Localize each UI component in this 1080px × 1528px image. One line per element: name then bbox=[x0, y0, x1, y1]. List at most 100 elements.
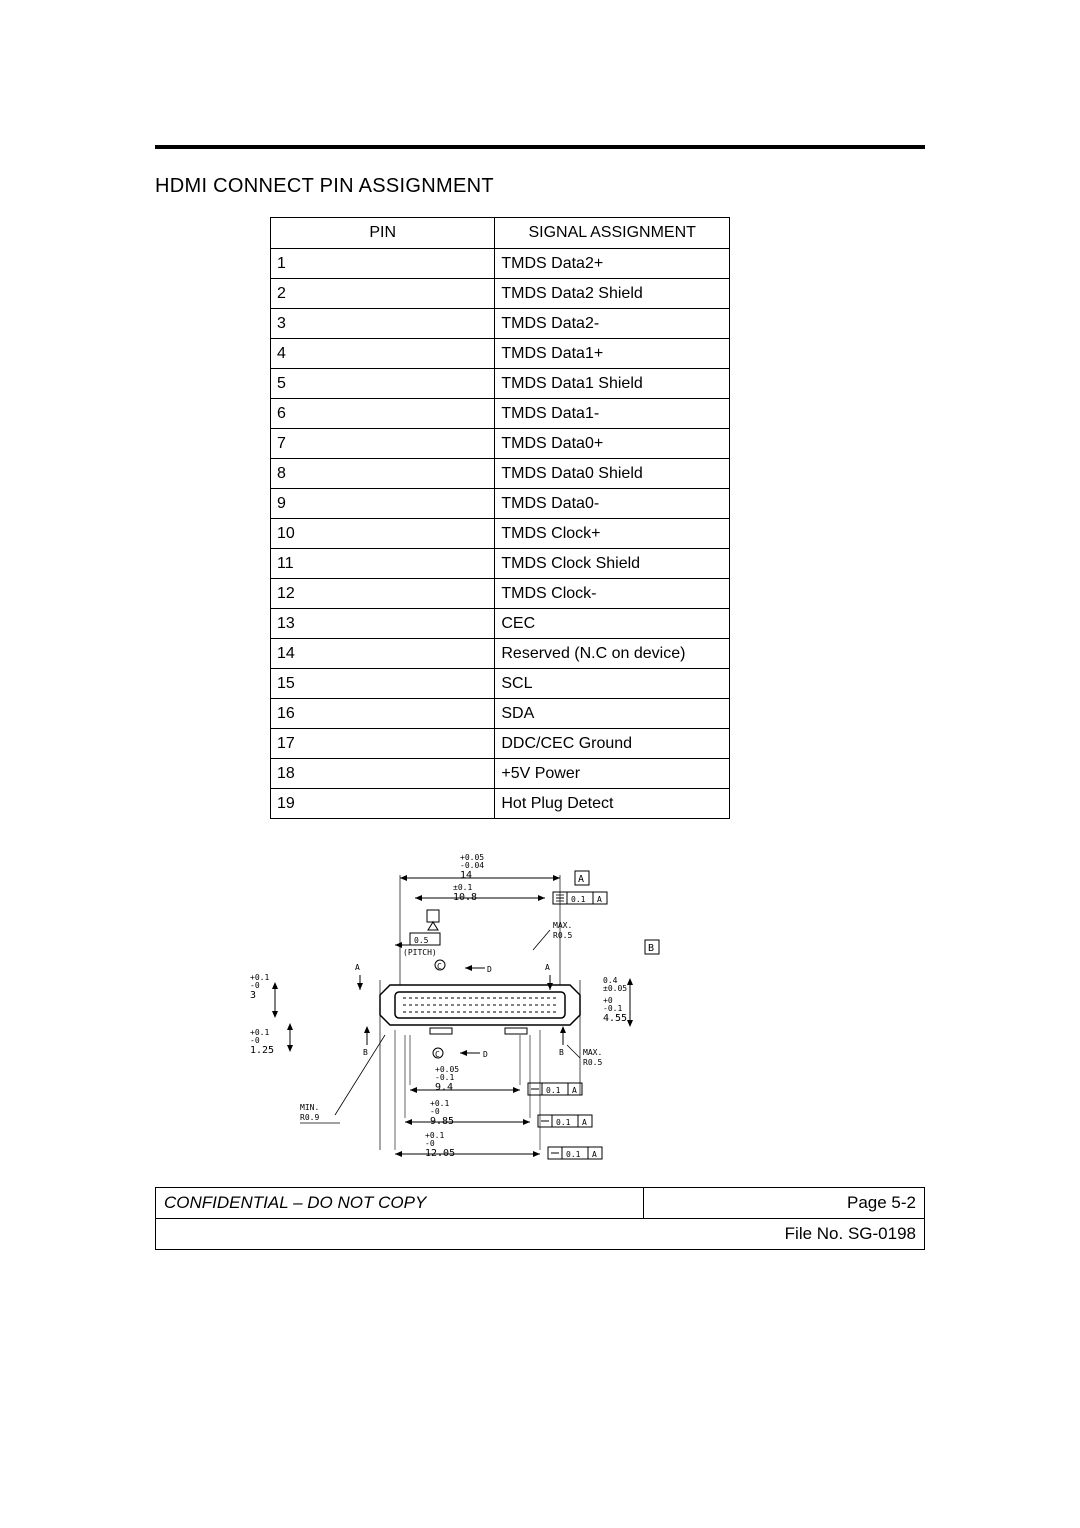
diag-gd-01-4: 0.1 bbox=[566, 1150, 581, 1159]
table-row: 14Reserved (N.C on device) bbox=[271, 639, 730, 669]
diag-a-left: A bbox=[355, 963, 360, 972]
pin-cell: 3 bbox=[271, 309, 495, 339]
pin-cell: 8 bbox=[271, 459, 495, 489]
signal-cell: TMDS Data1- bbox=[495, 399, 730, 429]
pin-cell: 5 bbox=[271, 369, 495, 399]
top-rule bbox=[155, 145, 925, 149]
diag-datum-a3: A bbox=[572, 1086, 577, 1095]
signal-cell: TMDS Data2 Shield bbox=[495, 279, 730, 309]
diag-985-tol2: -0 bbox=[430, 1107, 440, 1116]
table-row: 13CEC bbox=[271, 609, 730, 639]
table-row: 1TMDS Data2+ bbox=[271, 249, 730, 279]
table-row: 6TMDS Data1- bbox=[271, 399, 730, 429]
diag-b-right: B bbox=[559, 1048, 564, 1057]
diag-marker-c: C bbox=[437, 962, 442, 971]
pin-cell: 15 bbox=[271, 669, 495, 699]
table-header-row: PIN SIGNAL ASSIGNMENT bbox=[271, 218, 730, 249]
diag-marker-d2: D bbox=[483, 1050, 488, 1059]
signal-cell: TMDS Data0 Shield bbox=[495, 459, 730, 489]
signal-cell: CEC bbox=[495, 609, 730, 639]
table-row: 8TMDS Data0 Shield bbox=[271, 459, 730, 489]
diag-datum-a5: A bbox=[592, 1150, 597, 1159]
diag-datum-a2: A bbox=[597, 895, 602, 904]
table-row: 11TMDS Clock Shield bbox=[271, 549, 730, 579]
diag-tol1b: -0.04 bbox=[460, 861, 484, 870]
diag-datum-b: B bbox=[648, 943, 654, 954]
footer-confidential: CONFIDENTIAL – DO NOT COPY bbox=[156, 1188, 644, 1218]
diag-left1c: 3 bbox=[250, 990, 256, 1001]
col-header-signal: SIGNAL ASSIGNMENT bbox=[495, 218, 730, 249]
diag-datum-a4: A bbox=[582, 1118, 587, 1127]
pin-cell: 10 bbox=[271, 519, 495, 549]
diag-pitch-label: (PITCH) bbox=[403, 948, 437, 957]
table-row: 9TMDS Data0- bbox=[271, 489, 730, 519]
table-row: 3TMDS Data2- bbox=[271, 309, 730, 339]
diag-min-r09: MIN. bbox=[300, 1103, 319, 1112]
table-row: 15SCL bbox=[271, 669, 730, 699]
diag-datum-a1: A bbox=[578, 874, 584, 885]
signal-cell: TMDS Clock- bbox=[495, 579, 730, 609]
table-row: 2TMDS Data2 Shield bbox=[271, 279, 730, 309]
diag-right1b: ±0.05 bbox=[603, 984, 627, 993]
diag-right2c: 4.55 bbox=[603, 1013, 627, 1024]
table-row: 16SDA bbox=[271, 699, 730, 729]
table-row: 5TMDS Data1 Shield bbox=[271, 369, 730, 399]
diag-left2c: 1.25 bbox=[250, 1045, 274, 1056]
pin-cell: 18 bbox=[271, 759, 495, 789]
signal-cell: TMDS Data2- bbox=[495, 309, 730, 339]
pin-cell: 4 bbox=[271, 339, 495, 369]
footer-page-number: Page 5-2 bbox=[644, 1188, 924, 1218]
table-row: 12TMDS Clock- bbox=[271, 579, 730, 609]
diag-a-right: A bbox=[545, 963, 550, 972]
pin-cell: 19 bbox=[271, 789, 495, 819]
table-row: 17DDC/CEC Ground bbox=[271, 729, 730, 759]
diag-max-r05: MAX. bbox=[553, 921, 572, 930]
pin-cell: 9 bbox=[271, 489, 495, 519]
diag-gd-01-2: 0.1 bbox=[546, 1086, 561, 1095]
table-row: 19Hot Plug Detect bbox=[271, 789, 730, 819]
signal-cell: TMDS Data0- bbox=[495, 489, 730, 519]
signal-cell: DDC/CEC Ground bbox=[495, 729, 730, 759]
diag-94: 9.4 bbox=[435, 1082, 453, 1093]
diag-b-left: B bbox=[363, 1048, 368, 1057]
pin-cell: 2 bbox=[271, 279, 495, 309]
signal-cell: TMDS Data1+ bbox=[495, 339, 730, 369]
signal-cell: SCL bbox=[495, 669, 730, 699]
signal-cell: TMDS Data0+ bbox=[495, 429, 730, 459]
diag-gd-01: 0.1 bbox=[571, 895, 586, 904]
table-row: 10TMDS Clock+ bbox=[271, 519, 730, 549]
diag-max-r05b: R0.5 bbox=[553, 931, 572, 940]
section-heading: HDMI CONNECT PIN ASSIGNMENT bbox=[155, 175, 494, 198]
diag-1205-tol2: -0 bbox=[425, 1139, 435, 1148]
pin-assignment-table: PIN SIGNAL ASSIGNMENT 1TMDS Data2+2TMDS … bbox=[270, 217, 730, 819]
pin-cell: 16 bbox=[271, 699, 495, 729]
table-row: 18+5V Power bbox=[271, 759, 730, 789]
signal-cell: TMDS Clock Shield bbox=[495, 549, 730, 579]
signal-cell: TMDS Clock+ bbox=[495, 519, 730, 549]
table-row: 4TMDS Data1+ bbox=[271, 339, 730, 369]
footer-file-number: File No. SG-0198 bbox=[156, 1219, 924, 1249]
signal-cell: SDA bbox=[495, 699, 730, 729]
diag-dim14: 14 bbox=[460, 870, 472, 881]
diag-max-r05-2b: R0.5 bbox=[583, 1058, 602, 1067]
pin-cell: 12 bbox=[271, 579, 495, 609]
diag-tol-pm01: ±0.1 bbox=[453, 883, 472, 892]
diag-min-r09b: R0.9 bbox=[300, 1113, 319, 1122]
pin-cell: 11 bbox=[271, 549, 495, 579]
signal-cell: +5V Power bbox=[495, 759, 730, 789]
pin-cell: 6 bbox=[271, 399, 495, 429]
diag-marker-c2: C bbox=[435, 1050, 440, 1059]
diag-dim108: 10.8 bbox=[453, 892, 477, 903]
diag-left1b: -0 bbox=[250, 981, 260, 990]
signal-cell: Hot Plug Detect bbox=[495, 789, 730, 819]
diag-right2b: -0.1 bbox=[603, 1004, 622, 1013]
diag-left2b: -0 bbox=[250, 1036, 260, 1045]
diag-94-tol2: -0.1 bbox=[435, 1073, 454, 1082]
pin-cell: 13 bbox=[271, 609, 495, 639]
pin-cell: 1 bbox=[271, 249, 495, 279]
diag-gd-01-3: 0.1 bbox=[556, 1118, 571, 1127]
diag-max-r05-2: MAX. bbox=[583, 1048, 602, 1057]
signal-cell: Reserved (N.C on device) bbox=[495, 639, 730, 669]
signal-cell: TMDS Data1 Shield bbox=[495, 369, 730, 399]
diag-pitch05: 0.5 bbox=[414, 936, 429, 945]
